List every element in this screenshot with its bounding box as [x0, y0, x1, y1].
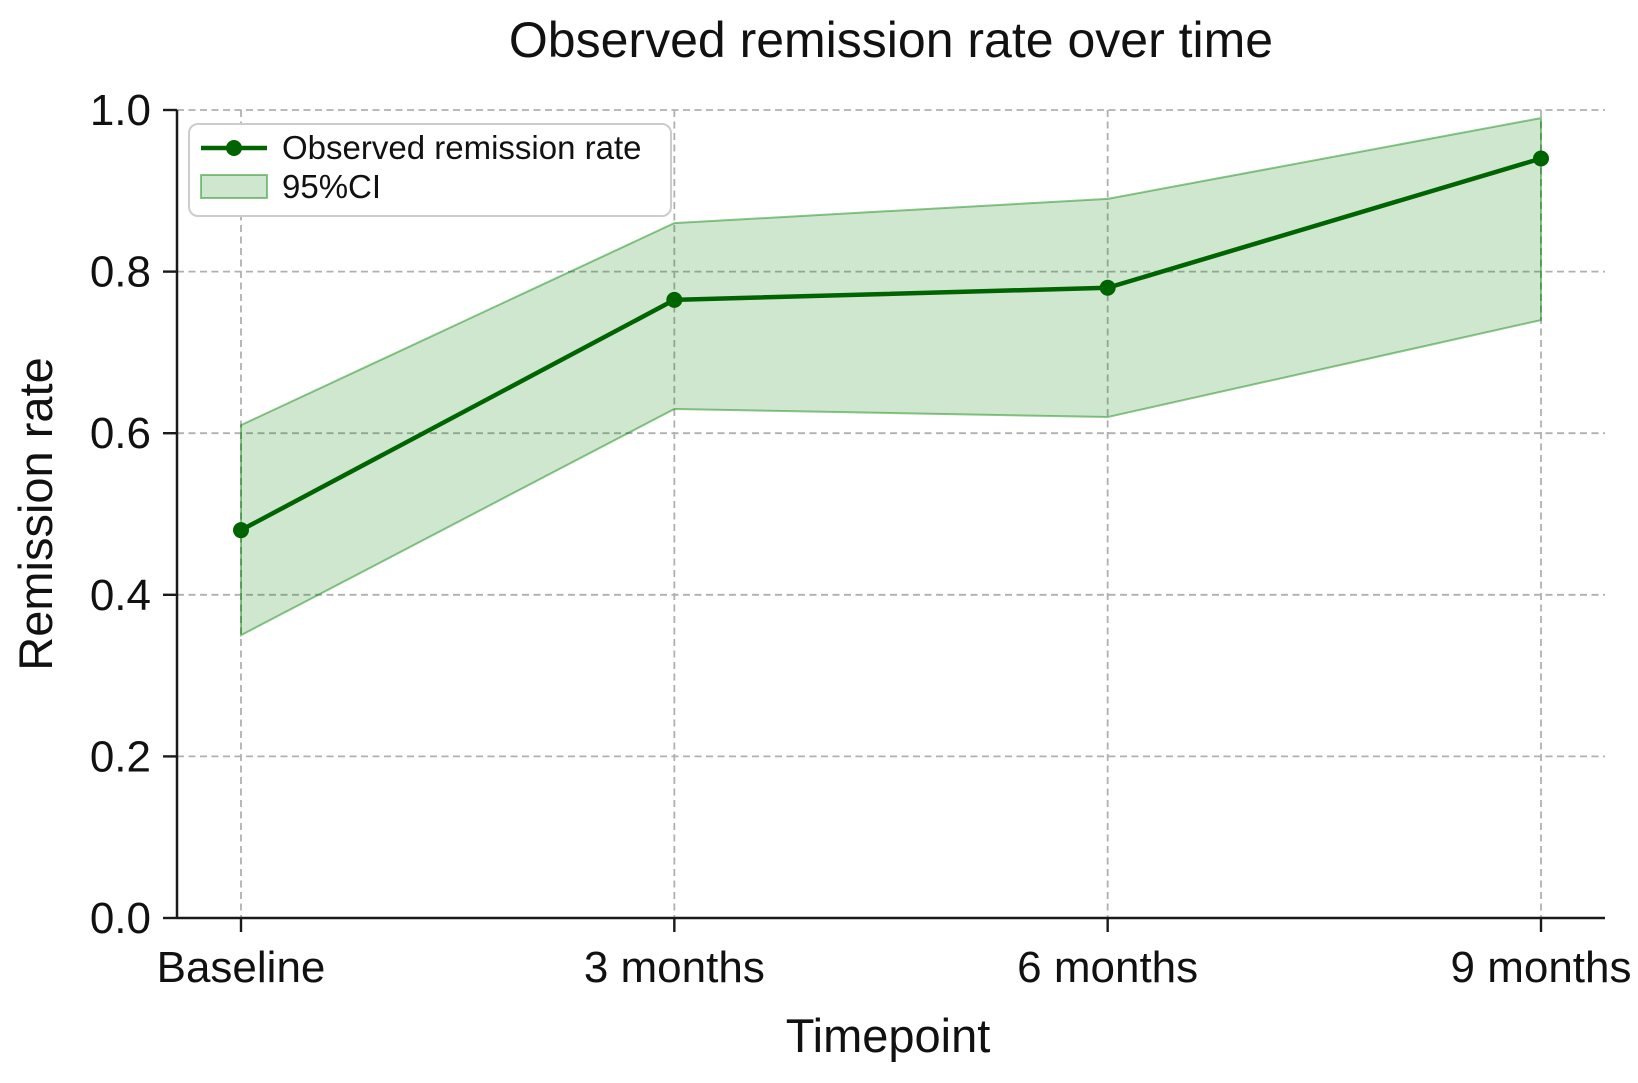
series-polyline [239, 156, 1542, 533]
x-tick-label: Baseline [157, 943, 326, 992]
y-tick-label: 0.6 [90, 409, 151, 458]
ci-band [240, 116, 1542, 637]
series-line [233, 150, 1549, 539]
x-axis-label: Timepoint [786, 1009, 991, 1062]
legend-band-sample [200, 174, 268, 199]
y-tick-label: 0.8 [90, 248, 151, 297]
x-tick-label: 9 months [1451, 943, 1632, 992]
legend-box [188, 123, 672, 217]
legend-marker-sample [226, 140, 242, 156]
series-marker [1533, 150, 1549, 167]
y-tick-label: 1.0 [90, 86, 151, 135]
y-tick-label: 0.2 [90, 732, 151, 781]
legend: Observed remission rate 95%CI [188, 123, 672, 217]
gridlines [177, 109, 1605, 919]
x-tick-label: 6 months [1017, 943, 1198, 992]
y-axis-label: Remission rate [9, 357, 62, 670]
legend-ci-label: 95%CI [282, 168, 381, 205]
tick-labels: 0.0 0.2 0.4 0.6 0.8 1.0 Baseline 3 months 6 mont… [90, 86, 1632, 992]
ci-band-polygon [240, 116, 1542, 637]
x-tick-label: 3 months [584, 943, 765, 992]
series-marker [666, 291, 683, 308]
y-tick-label: 0.0 [90, 894, 151, 943]
series-marker [1099, 279, 1116, 296]
chart-title: Observed remission rate over time [509, 12, 1273, 68]
series-marker [233, 522, 249, 539]
legend-series-label: Observed remission rate [282, 129, 641, 166]
y-tick-label: 0.4 [90, 571, 151, 620]
axes [163, 108, 1605, 932]
